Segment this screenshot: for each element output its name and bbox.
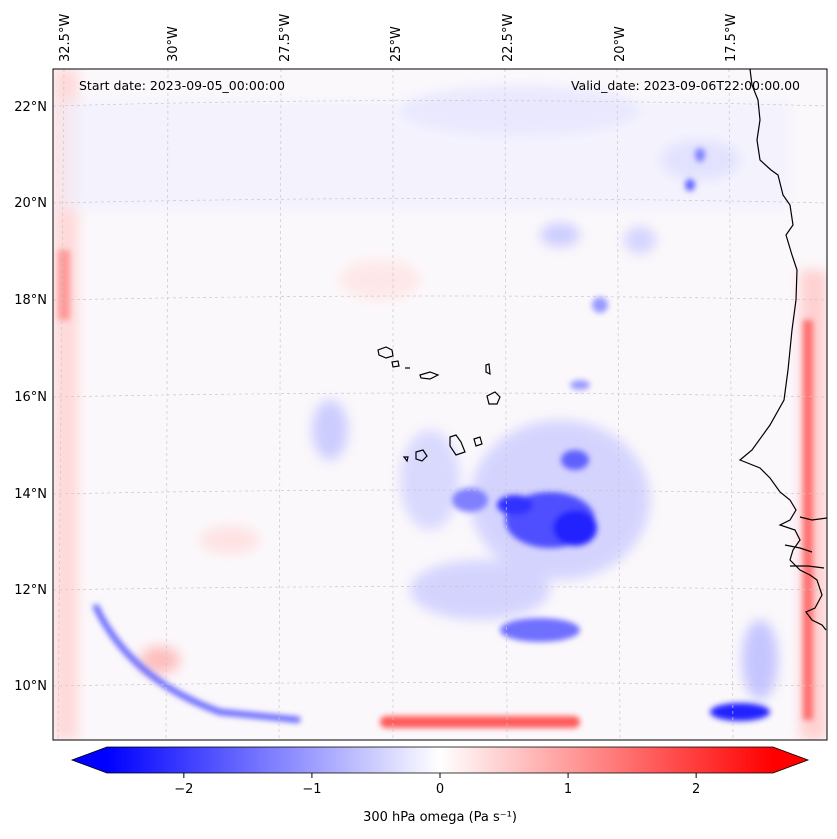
colorbar-tick-label: 2	[692, 782, 700, 797]
colorbar-max-arrow	[773, 747, 808, 773]
gridlines	[53, 69, 827, 740]
omega-field	[53, 69, 827, 740]
colorbar-tick-label: −2	[174, 782, 193, 797]
lat-label: 10°N	[14, 679, 47, 694]
lat-label: 22°N	[14, 100, 47, 115]
coastline	[738, 69, 827, 631]
cape-verde-islands	[377, 346, 501, 463]
lon-label: 30°W	[166, 26, 181, 62]
lon-label: 17.5°W	[724, 14, 739, 62]
lat-label: 16°N	[14, 390, 47, 405]
colorbar-ticks: −2 −1 0 1 2	[174, 773, 700, 797]
longitude-labels: 32.5°W 30°W 27.5°W 25°W 22.5°W 20°W 17.5…	[58, 14, 739, 62]
lon-label: 20°W	[613, 26, 628, 62]
lon-label: 32.5°W	[58, 14, 73, 62]
colorbar-label: 300 hPa omega (Pa s⁻¹)	[363, 810, 517, 825]
colorbar-tick-label: 0	[436, 782, 444, 797]
lat-label: 14°N	[14, 487, 47, 502]
colorbar-tick-label: −1	[302, 782, 321, 797]
start-date-label: Start date: 2023-09-05_00:00:00	[79, 78, 285, 93]
colorbar-gradient	[107, 747, 773, 773]
map-panel: Start date: 2023-09-05_00:00:00 Valid_da…	[53, 69, 827, 740]
valid-date-label: Valid_date: 2023-09-06T22:00:00.00	[571, 78, 800, 93]
colorbar: −2 −1 0 1 2 300 hPa omega (Pa s⁻¹)	[70, 746, 810, 825]
lon-label: 22.5°W	[501, 14, 516, 62]
colorbar-tick-label: 1	[564, 782, 572, 797]
map-frame	[52, 68, 828, 741]
latitude-labels: 22°N 20°N 18°N 16°N 14°N 12°N 10°N	[14, 100, 47, 694]
colorbar-outline	[70, 746, 810, 774]
lat-label: 18°N	[14, 293, 47, 308]
colorbar-min-arrow	[72, 747, 107, 773]
lat-label: 20°N	[14, 196, 47, 211]
lat-label: 12°N	[14, 583, 47, 598]
lon-label: 25°W	[389, 26, 404, 62]
lon-label: 27.5°W	[278, 14, 293, 62]
